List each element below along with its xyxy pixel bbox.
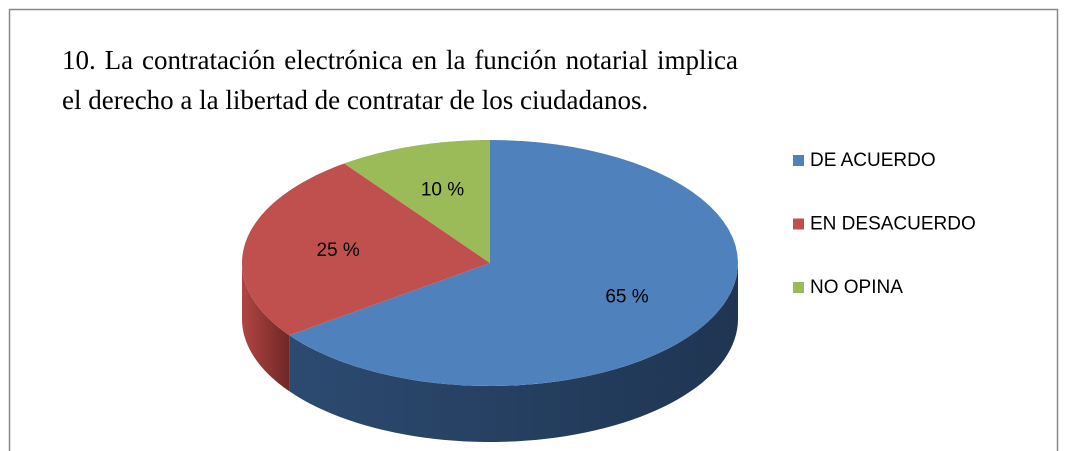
pie-side: [289, 263, 738, 442]
chart-title: 10. La contratación electrónica en la fu…: [62, 45, 738, 115]
legend-swatch: [793, 218, 804, 230]
legend-swatch: [793, 155, 804, 166]
legend-label: EN DESACUERDO: [810, 214, 976, 235]
data-label: 10 %: [421, 179, 464, 200]
pie-slice: [289, 140, 738, 386]
legend-swatch: [793, 282, 804, 293]
pie-slice: [344, 140, 490, 263]
pie-slice: [242, 163, 490, 336]
data-label: 65 %: [605, 287, 648, 308]
data-label: 25 %: [316, 240, 359, 261]
frame: [8, 8, 1059, 451]
legend-label: DE ACUERDO: [810, 150, 936, 171]
legend-label: NO OPINA: [810, 277, 903, 298]
pie-side: [242, 263, 290, 392]
